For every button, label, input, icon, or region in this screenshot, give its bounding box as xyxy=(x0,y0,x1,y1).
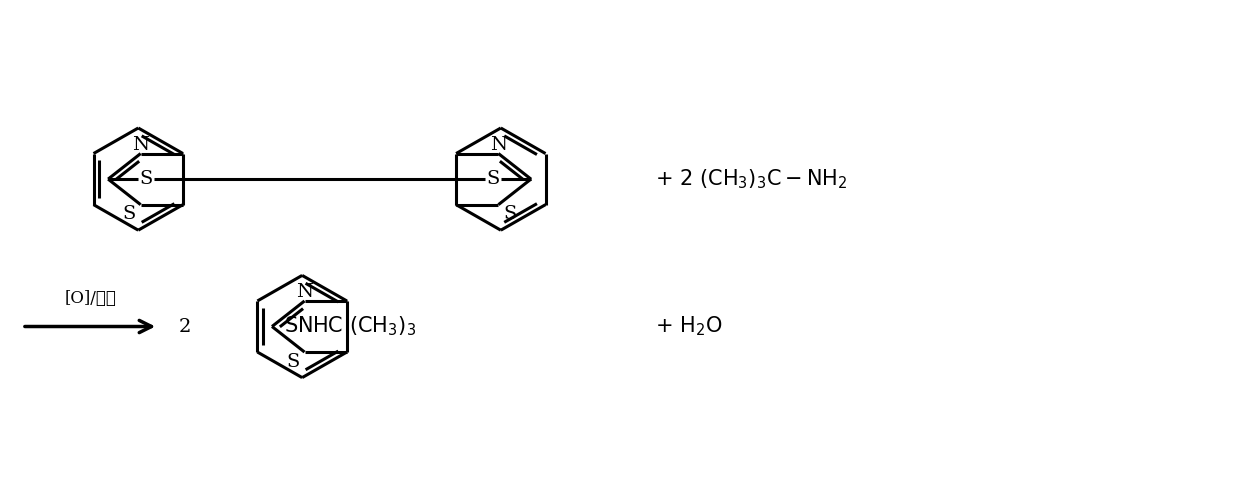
Text: $+\ 2\ \mathrm{(CH_3)_3C-NH_2}$: $+\ 2\ \mathrm{(CH_3)_3C-NH_2}$ xyxy=(655,167,847,191)
Text: 2: 2 xyxy=(179,317,191,336)
Text: S: S xyxy=(503,205,517,224)
Text: N: N xyxy=(296,283,312,301)
Text: $+\ \mathrm{H_2O}$: $+\ \mathrm{H_2O}$ xyxy=(655,315,722,338)
Text: N: N xyxy=(133,136,149,154)
Text: S: S xyxy=(122,205,135,224)
Text: [O]/空气: [O]/空气 xyxy=(64,290,117,307)
Text: S: S xyxy=(486,170,500,188)
Text: S: S xyxy=(286,353,299,371)
Text: N: N xyxy=(490,136,507,154)
Text: $\mathrm{SNHC\ (CH_3)_3}$: $\mathrm{SNHC\ (CH_3)_3}$ xyxy=(284,315,415,338)
Text: S: S xyxy=(139,170,153,188)
